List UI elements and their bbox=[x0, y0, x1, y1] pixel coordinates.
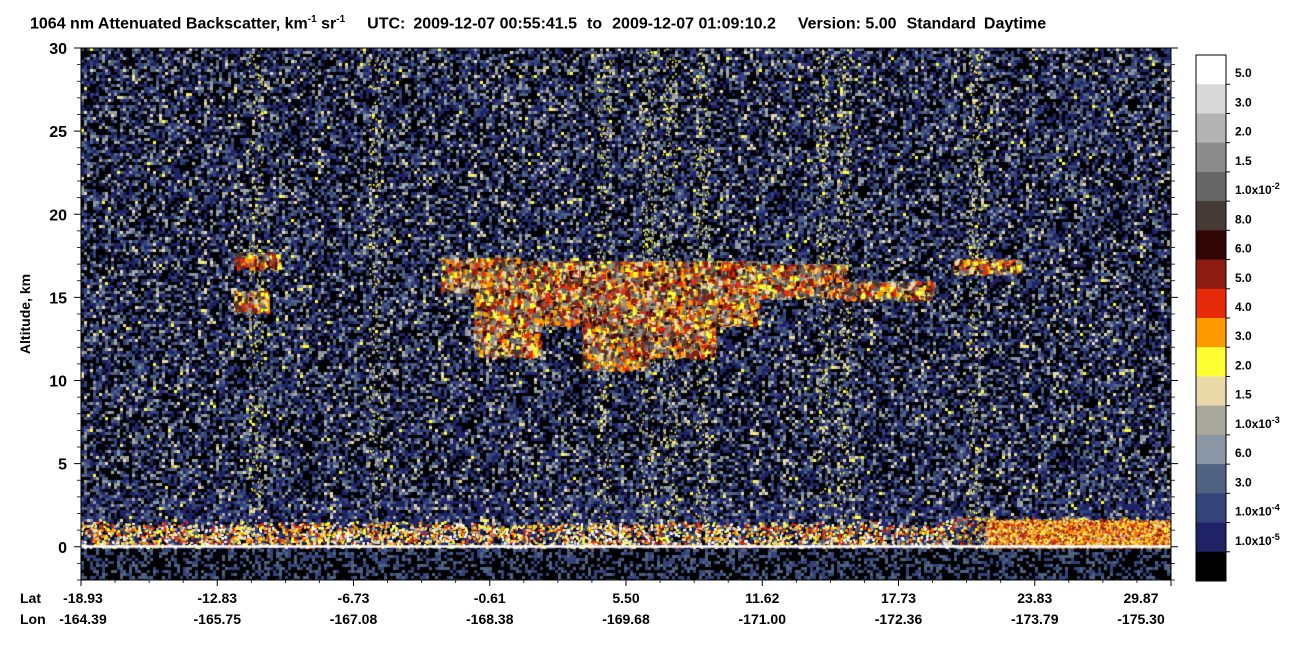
y-axis: 0 5 10 15 20 25 30 bbox=[49, 41, 1178, 581]
y-tick-label: 10 bbox=[49, 374, 67, 391]
x-tick-label-lat: 23.83 bbox=[1017, 590, 1052, 606]
x-row-label-lat: Lat bbox=[20, 590, 41, 606]
title-utc-start: 2009-12-07 00:55:41.5 bbox=[413, 15, 578, 33]
x-tick-label-lon: -165.75 bbox=[194, 611, 242, 627]
x-tick-label-lat: -0.61 bbox=[474, 590, 506, 606]
colorbar-label: 1.0x10-3 bbox=[1235, 415, 1280, 431]
colorbar-swatch bbox=[1196, 201, 1226, 231]
x-tick-label-lat: 11.62 bbox=[745, 590, 779, 606]
colorbar-label: 1.0x10-5 bbox=[1235, 532, 1280, 548]
x-tick-label-lon: -169.68 bbox=[602, 611, 650, 627]
colorbar-label: 6.0 bbox=[1235, 242, 1252, 256]
title-unit-exponent-1: -1 bbox=[307, 14, 317, 25]
colorbar-swatch bbox=[1196, 493, 1226, 523]
colorbar-label: 1.0x10-2 bbox=[1235, 181, 1280, 197]
colorbar-swatch bbox=[1196, 522, 1226, 553]
x-row-label-lon: Lon bbox=[20, 611, 46, 627]
x-axis: -18.93 -164.39 -12.83 -165.75 -6.73 -167.08 -0… bbox=[59, 580, 1172, 627]
title-unit-mid: sr bbox=[316, 15, 337, 33]
x-tick-label-lon: -172.36 bbox=[875, 611, 923, 627]
colorbar-label: 6.0 bbox=[1235, 446, 1252, 460]
x-tick-label-lat: -18.93 bbox=[63, 590, 103, 606]
title-utc-to: to bbox=[587, 15, 603, 33]
colorbar-swatch bbox=[1196, 551, 1226, 582]
y-tick-label: 20 bbox=[49, 207, 67, 224]
colorbar-swatch bbox=[1196, 142, 1226, 173]
colorbar-swatch bbox=[1196, 434, 1226, 465]
x-tick-label-lat: -6.73 bbox=[338, 590, 370, 606]
x-tick-label-lon: -164.39 bbox=[59, 611, 107, 627]
colorbar-label: 3.0 bbox=[1235, 95, 1252, 109]
y-tick-label: 15 bbox=[49, 290, 67, 307]
y-tick-label: 5 bbox=[58, 457, 67, 474]
x-tick-label-lat: 17.73 bbox=[881, 590, 916, 606]
backscatter-heatmap bbox=[81, 48, 1171, 580]
title-product-level: Standard bbox=[906, 15, 976, 33]
x-tick-label-lon: -168.38 bbox=[466, 611, 514, 627]
colorbar-swatch bbox=[1196, 55, 1226, 85]
title-unit-exponent-2: -1 bbox=[336, 14, 346, 25]
colorbar-swatch bbox=[1196, 171, 1226, 202]
x-tick-label-lat: 5.50 bbox=[612, 590, 639, 606]
y-tick-label: 25 bbox=[49, 124, 67, 141]
y-axis-title: Altitude, km bbox=[17, 274, 33, 354]
colorbar: 5.0 3.0 2.0 1.5 1.0x10-2 8.0 6.0 5.0 4.0 3.0 2.0 1.… bbox=[1195, 54, 1280, 582]
x-tick-label-lon: -173.79 bbox=[1011, 611, 1059, 627]
x-tick-label-lon: -171.00 bbox=[739, 611, 787, 627]
x-tick-label-lon: -167.08 bbox=[330, 611, 378, 627]
colorbar-swatch bbox=[1196, 259, 1226, 290]
y-tick-label: 0 bbox=[58, 540, 67, 557]
chart-title: 1064 nm Attenuated Backscatter, km-1 sr-… bbox=[30, 14, 1190, 36]
colorbar-swatch bbox=[1196, 347, 1226, 377]
backscatter-raster bbox=[81, 48, 1171, 580]
colorbar-label: 8.0 bbox=[1235, 212, 1252, 226]
colorbar-swatch bbox=[1196, 318, 1226, 348]
colorbar-swatch bbox=[1196, 376, 1226, 407]
colorbar-label: 2.0 bbox=[1235, 125, 1252, 139]
colorbar-swatch bbox=[1196, 464, 1226, 494]
x-tick-label-lon: -175.30 bbox=[1117, 611, 1165, 627]
colorbar-label: 3.0 bbox=[1235, 475, 1252, 489]
title-utc-end: 2009-12-07 01:09:10.2 bbox=[612, 15, 776, 33]
colorbar-swatch bbox=[1196, 113, 1226, 144]
y-tick-label: 30 bbox=[49, 41, 67, 58]
x-tick-label-lat: -12.83 bbox=[197, 590, 237, 606]
title-utc-label: UTC: bbox=[367, 15, 406, 33]
title-version: Version: 5.00 bbox=[797, 15, 897, 33]
colorbar-label: 2.0 bbox=[1235, 358, 1252, 372]
colorbar-label: 1.5 bbox=[1235, 154, 1252, 168]
colorbar-label: 4.0 bbox=[1235, 300, 1252, 314]
x-tick-label-lat: 29.87 bbox=[1123, 590, 1158, 606]
colorbar-swatch bbox=[1196, 84, 1226, 114]
colorbar-label: 3.0 bbox=[1235, 329, 1252, 343]
title-product: 1064 nm Attenuated Backscatter, km bbox=[30, 15, 308, 33]
colorbar-swatch bbox=[1196, 230, 1226, 260]
colorbar-label: 5.0 bbox=[1235, 66, 1252, 80]
title-lighting: Daytime bbox=[983, 15, 1047, 33]
colorbar-swatch bbox=[1196, 405, 1226, 436]
colorbar-label: 1.5 bbox=[1235, 388, 1252, 402]
colorbar-label: 5.0 bbox=[1235, 271, 1252, 285]
colorbar-label: 1.0x10-4 bbox=[1235, 503, 1280, 519]
colorbar-swatch bbox=[1196, 288, 1226, 319]
